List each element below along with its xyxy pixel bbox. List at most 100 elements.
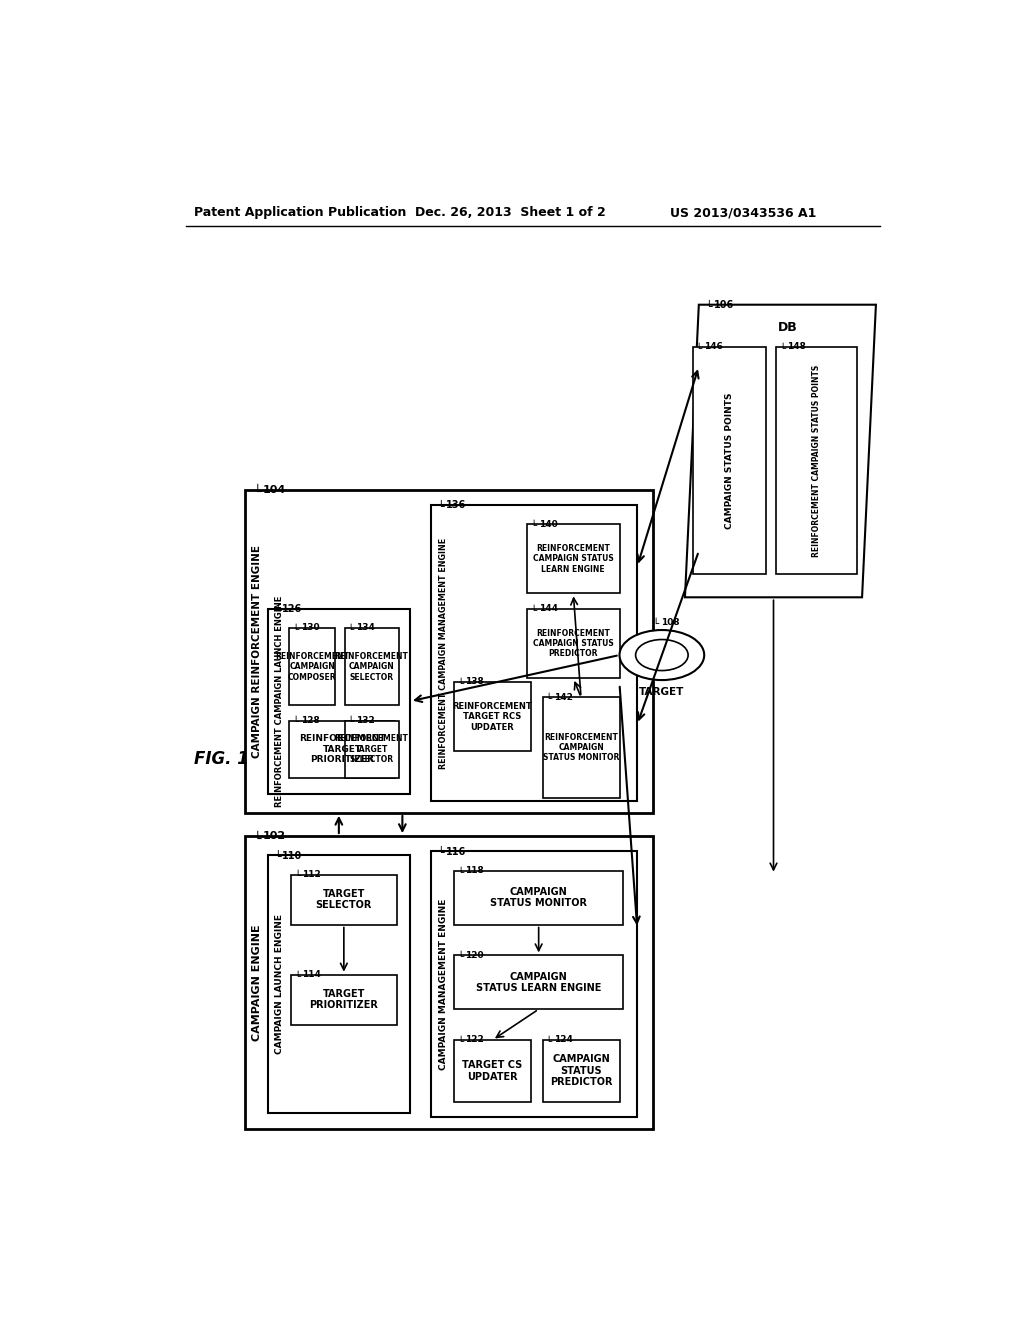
Text: 118: 118 [466,866,484,875]
Text: FIG. 1: FIG. 1 [194,750,249,768]
Text: └: └ [294,871,300,882]
Text: 148: 148 [787,342,806,351]
Bar [527,609,620,678]
Text: 128: 128 [301,715,319,725]
Text: 140: 140 [539,520,557,528]
Bar [345,721,398,779]
Text: 142: 142 [554,693,573,702]
Ellipse shape [620,630,705,680]
Text: REINFORCEMENT
TARGET
PRIORITIZER: REINFORCEMENT TARGET PRIORITIZER [299,734,386,764]
Text: 132: 132 [356,715,375,725]
Text: └: └ [294,972,300,982]
Bar [289,721,395,779]
Text: └: └ [530,606,537,615]
Text: TARGET
PRIORITIZER: TARGET PRIORITIZER [309,989,378,1010]
Bar [543,697,620,797]
Text: 102: 102 [262,832,286,841]
Bar [454,956,624,1010]
Text: └: └ [705,302,712,312]
Text: 130: 130 [301,623,319,632]
Bar [454,682,531,751]
Text: REINFORCEMENT
CAMPAIGN STATUS
LEARN ENGINE: REINFORCEMENT CAMPAIGN STATUS LEARN ENGI… [532,544,613,574]
Text: └: └ [546,694,552,705]
Text: └: └ [457,867,463,878]
Text: └: └ [437,502,443,512]
Text: 144: 144 [539,605,558,614]
Text: CAMPAIGN ENGINE: CAMPAIGN ENGINE [252,924,262,1040]
Bar [291,874,397,924]
Text: 134: 134 [356,623,375,632]
Text: └: └ [348,626,354,635]
Text: CAMPAIGN
STATUS
PREDICTOR: CAMPAIGN STATUS PREDICTOR [550,1055,612,1088]
Text: 110: 110 [283,850,302,861]
Text: └: └ [457,1038,463,1047]
Bar [289,628,336,705]
Text: REINFORCEMENT
TARGET
SELECTOR: REINFORCEMENT TARGET SELECTOR [335,734,409,764]
Bar [431,506,637,801]
Text: TARGET CS
UPDATER: TARGET CS UPDATER [462,1060,522,1081]
Text: 120: 120 [466,950,484,960]
Text: US 2013/0343536 A1: US 2013/0343536 A1 [670,206,816,219]
Bar [245,490,652,813]
Bar [692,347,766,574]
Text: └: └ [652,619,658,630]
Text: REINFORCEMENT CAMPAIGN STATUS POINTS: REINFORCEMENT CAMPAIGN STATUS POINTS [812,364,821,557]
Ellipse shape [636,639,688,671]
Text: REINFORCEMENT
TARGET RCS
UPDATER: REINFORCEMENT TARGET RCS UPDATER [453,702,532,731]
Text: CAMPAIGN MANAGEMENT ENGINE: CAMPAIGN MANAGEMENT ENGINE [438,899,447,1071]
Text: └: └ [546,1038,552,1047]
Bar [291,974,397,1024]
Text: └: └ [273,853,281,862]
Polygon shape [685,305,876,597]
Text: 108: 108 [662,618,680,627]
Text: 112: 112 [302,870,321,879]
Text: └: └ [457,952,463,962]
Bar [543,1040,620,1102]
Text: CAMPAIGN REINFORCEMENT ENGINE: CAMPAIGN REINFORCEMENT ENGINE [252,545,262,758]
Bar [776,347,857,574]
Text: REINFORCEMENT
CAMPAIGN
SELECTOR: REINFORCEMENT CAMPAIGN SELECTOR [335,652,409,681]
Text: REINFORCEMENT
CAMPAIGN
COMPOSER: REINFORCEMENT CAMPAIGN COMPOSER [275,652,349,681]
Text: 138: 138 [466,677,484,686]
Bar [345,628,398,705]
Text: └: └ [273,606,281,615]
Text: 126: 126 [283,605,302,614]
Text: └: └ [695,345,702,354]
Text: └: └ [530,521,537,531]
Text: └: └ [779,345,785,354]
Text: 106: 106 [714,300,734,310]
Bar [267,609,410,793]
Text: └: └ [292,718,299,727]
Text: REINFORCEMENT
CAMPAIGN STATUS
PREDICTOR: REINFORCEMENT CAMPAIGN STATUS PREDICTOR [532,628,613,659]
Bar [527,524,620,594]
Text: └: └ [348,718,354,727]
Text: CAMPAIGN
STATUS LEARN ENGINE: CAMPAIGN STATUS LEARN ENGINE [476,972,601,993]
Text: REINFORCEMENT CAMPAIGN LAUNCH ENGINE: REINFORCEMENT CAMPAIGN LAUNCH ENGINE [275,595,285,807]
Text: CAMPAIGN LAUNCH ENGINE: CAMPAIGN LAUNCH ENGINE [275,915,285,1055]
Text: 114: 114 [302,970,322,979]
Bar [454,871,624,924]
Text: └: └ [292,626,299,635]
Text: Dec. 26, 2013  Sheet 1 of 2: Dec. 26, 2013 Sheet 1 of 2 [416,206,606,219]
Text: └: └ [254,487,261,499]
Bar [454,1040,531,1102]
Text: DB: DB [777,321,798,334]
Text: 124: 124 [554,1035,573,1044]
Text: Patent Application Publication: Patent Application Publication [194,206,407,219]
Text: 104: 104 [262,484,286,495]
Text: REINFORCEMENT
CAMPAIGN
STATUS MONITOR: REINFORCEMENT CAMPAIGN STATUS MONITOR [543,733,620,763]
Text: REINFORCEMENT CAMPAIGN MANAGEMENT ENGINE: REINFORCEMENT CAMPAIGN MANAGEMENT ENGINE [438,537,447,768]
Text: TARGET: TARGET [639,688,685,697]
Bar [431,851,637,1117]
Text: CAMPAIGN
STATUS MONITOR: CAMPAIGN STATUS MONITOR [490,887,587,908]
Text: CAMPAIGN STATUS POINTS: CAMPAIGN STATUS POINTS [725,392,734,529]
Text: 116: 116 [445,847,466,857]
Bar [267,855,410,1113]
Text: └: └ [437,849,443,858]
Text: TARGET
SELECTOR: TARGET SELECTOR [315,888,372,911]
Text: └: └ [254,833,261,846]
Text: └: └ [457,678,463,689]
Text: 146: 146 [705,342,723,351]
Text: 122: 122 [466,1035,484,1044]
Bar [245,836,652,1129]
